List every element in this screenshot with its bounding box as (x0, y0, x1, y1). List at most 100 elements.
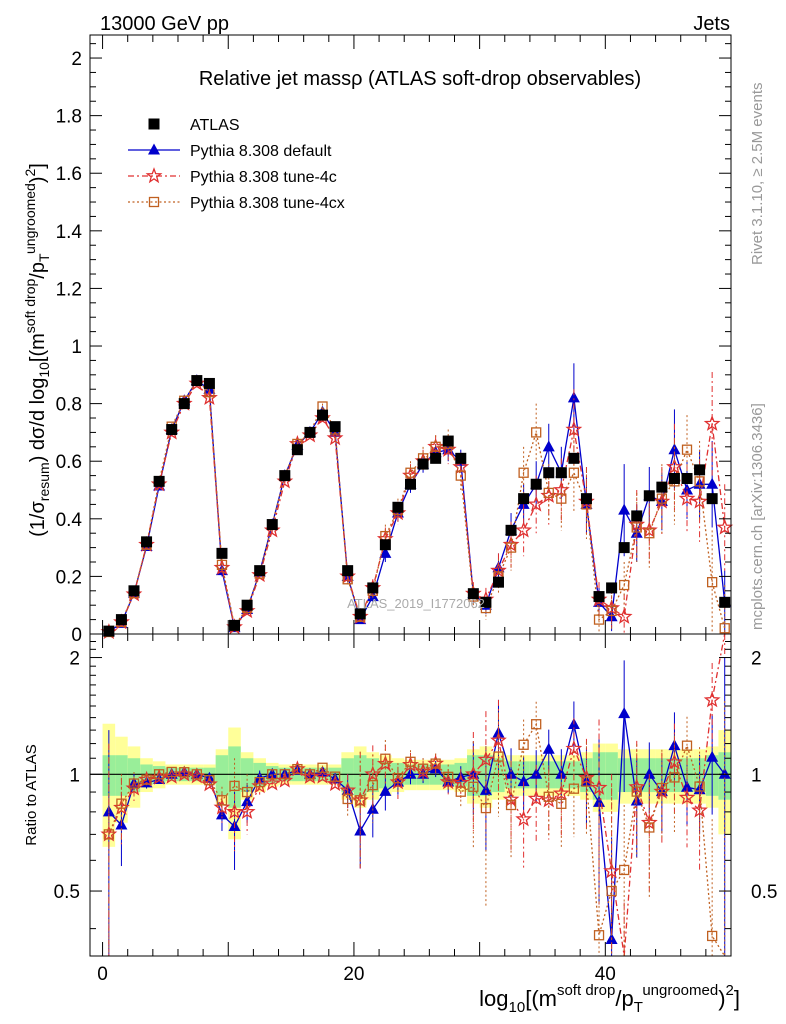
main-point-atlas-data (241, 599, 253, 611)
ratio-point-open-square (329, 771, 341, 782)
x-tick-label: 0 (97, 964, 108, 985)
ratio-point-open-square (204, 775, 215, 786)
ratio-y-tick-label: 1 (69, 765, 80, 786)
main-line-open-square (108, 379, 726, 633)
main-point-triangle (618, 503, 631, 515)
ratio-point-triangle (241, 795, 254, 807)
ratio-point-triangle (706, 750, 719, 762)
x-axis-label: log10[(msoft drop/pTungroomed)2] (479, 982, 740, 1016)
main-y-tick-label: 0.8 (56, 395, 82, 416)
main-point-atlas-data (178, 398, 190, 410)
ratio-y-tick-label: 0.5 (54, 882, 80, 903)
main-y-axis-label: (1/σresum) dσ/d log10[(msoft drop/pTungr… (22, 163, 52, 537)
main-point-star (703, 414, 721, 431)
main-point-atlas-data (442, 435, 454, 447)
ratio-point-triangle (366, 802, 379, 814)
main-point-atlas-data (417, 458, 429, 470)
main-point-atlas-data (455, 452, 467, 464)
header-category: Jets (693, 13, 730, 35)
ratio-y-tick-label-right: 2 (751, 649, 762, 670)
main-y-tick-label: 1.6 (56, 164, 82, 185)
ratio-point-star (527, 789, 545, 806)
main-point-atlas-data (492, 576, 504, 588)
main-point-atlas-data (467, 588, 479, 600)
main-point-atlas-data (304, 426, 316, 438)
legend-label: Pythia 8.308 default (190, 143, 332, 160)
main-point-open-square (719, 623, 730, 634)
ratio-point-triangle (643, 767, 656, 779)
ratio-point-open-square (141, 774, 152, 785)
main-point-triangle (542, 440, 555, 452)
ratio-point-open-square (304, 769, 316, 780)
ratio-point-open-square (468, 781, 479, 792)
main-point-atlas-data (141, 536, 153, 548)
ratio-point-open-square (342, 793, 353, 805)
main-point-atlas-data (254, 565, 266, 577)
main-point-atlas-data (480, 596, 492, 608)
main-point-open-square (656, 493, 668, 504)
legend-marker-square (148, 118, 160, 130)
main-axes: 0 0.2 0.4 0.6 0.8 1 1.2 1.4 1.6 1.8 2 (56, 35, 731, 646)
main-point-atlas-data (719, 596, 731, 608)
header-process: 13000 GeV pp (100, 13, 229, 35)
ratio-point-star (452, 773, 470, 790)
ratio-point-star (477, 750, 495, 767)
main-point-open-square (556, 493, 567, 504)
legend-label: ATLAS (190, 117, 240, 134)
main-point-open-square (706, 577, 718, 588)
ratio-point-open-square (254, 776, 265, 788)
main-point-atlas-data (329, 421, 341, 433)
ratio-point-open-square (116, 798, 127, 809)
ratio-axes: 0 20 40 0.5 0.5 1 1 2 2 (54, 634, 777, 985)
main-point-open-square (694, 476, 705, 487)
ratio-point-open-square (405, 756, 416, 767)
ratio-point-star (490, 731, 507, 748)
main-y-tick-label: 0.6 (56, 452, 82, 473)
main-line-star (108, 382, 726, 633)
ratio-point-open-square (380, 753, 391, 764)
ratio-point-triangle (479, 783, 492, 795)
main-point-atlas-data (342, 565, 354, 577)
main-point-atlas-data (518, 493, 530, 505)
ratio-point-open-square (606, 885, 617, 897)
ratio-point-open-square (128, 778, 140, 789)
main-point-star (326, 429, 344, 446)
ratio-point-open-square (455, 786, 466, 797)
ratio-point-open-square (631, 786, 642, 797)
ratio-point-triangle (618, 707, 631, 719)
ratio-point-star (703, 691, 721, 708)
main-point-open-square (606, 605, 617, 617)
main-point-atlas-data (103, 625, 115, 637)
ratio-y-tick-label-right: 1 (751, 765, 762, 786)
x-tick-label: 20 (343, 964, 364, 985)
ratio-point-open-square (241, 786, 253, 798)
ratio-line-triangle (108, 713, 726, 940)
ratio-point-open-square (191, 769, 202, 780)
ratio-point-open-square (531, 719, 542, 730)
ratio-point-star (263, 774, 281, 791)
main-point-atlas-data (606, 582, 618, 594)
main-point-open-square (593, 614, 605, 625)
ratio-point-open-square (367, 780, 378, 791)
main-point-star (452, 458, 470, 475)
plot-title: Relative jet massρ (ATLAS soft-drop obse… (199, 68, 641, 90)
ratio-point-triangle (530, 767, 543, 779)
main-point-atlas-data (555, 467, 567, 479)
ratio-point-open-square (229, 780, 240, 792)
ratio-point-star (238, 803, 256, 819)
ratio-point-open-square (593, 930, 605, 941)
main-point-atlas-data (668, 472, 680, 484)
ratio-point-star (339, 781, 357, 798)
main-point-star (716, 518, 734, 535)
ratio-point-open-square (706, 930, 718, 942)
plot-title-text: Relative jet massρ (ATLAS soft-drop obse… (199, 68, 641, 90)
ratio-point-open-square (581, 776, 592, 787)
main-point-atlas-data (392, 501, 404, 513)
ratio-point-open-square (392, 773, 404, 784)
legend-label: Pythia 8.308 tune-4cx (190, 195, 345, 212)
ratio-point-open-square (292, 763, 303, 775)
legend: ATLAS Pythia 8.308 default Pythia 8.308 tu… (128, 117, 345, 212)
ratio-point-open-square (179, 767, 190, 778)
ratio-point-open-square (103, 829, 115, 840)
ratio-y-tick-label: 2 (69, 649, 80, 670)
